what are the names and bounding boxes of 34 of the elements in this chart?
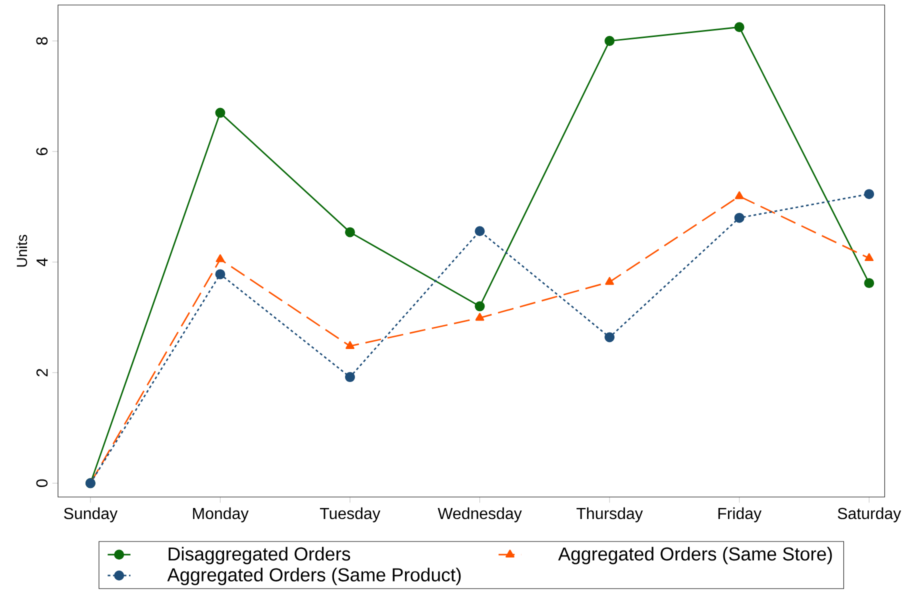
point xyxy=(346,341,354,349)
point xyxy=(604,36,615,46)
point xyxy=(475,312,484,321)
x-tick-label: Monday xyxy=(193,507,249,522)
y-tick-label: 2 xyxy=(36,368,48,376)
point xyxy=(864,253,874,262)
point xyxy=(474,301,485,312)
y-tick-label: 8 xyxy=(36,37,48,45)
x-tick-label: Wednesday xyxy=(438,507,522,522)
point xyxy=(734,22,744,32)
y-tick-label: 6 xyxy=(36,148,48,156)
point xyxy=(474,226,485,236)
x-tick-label: Friday xyxy=(718,507,762,522)
point xyxy=(344,372,356,382)
legend-label: Disaggregated Orders xyxy=(168,546,350,564)
point xyxy=(604,332,615,342)
x-tick-label: Saturday xyxy=(838,507,902,522)
y-axis-title: Units xyxy=(16,234,28,267)
point xyxy=(215,108,226,118)
point xyxy=(734,191,744,200)
point xyxy=(216,254,225,262)
y-tick-label: 4 xyxy=(36,258,48,266)
point xyxy=(864,278,874,288)
point xyxy=(605,276,614,285)
x-tick-label: Thursday xyxy=(576,507,643,522)
legend-label: Aggregated Orders (Same Store) xyxy=(558,546,832,564)
point xyxy=(344,227,356,238)
y-tick-label: 0 xyxy=(36,479,48,487)
point xyxy=(215,269,226,280)
legend-label: Aggregated Orders (Same Product) xyxy=(167,568,461,586)
x-tick-label: Tuesday xyxy=(320,507,380,522)
point xyxy=(864,189,874,200)
x-tick-label: Sunday xyxy=(64,507,118,522)
point xyxy=(734,212,744,223)
